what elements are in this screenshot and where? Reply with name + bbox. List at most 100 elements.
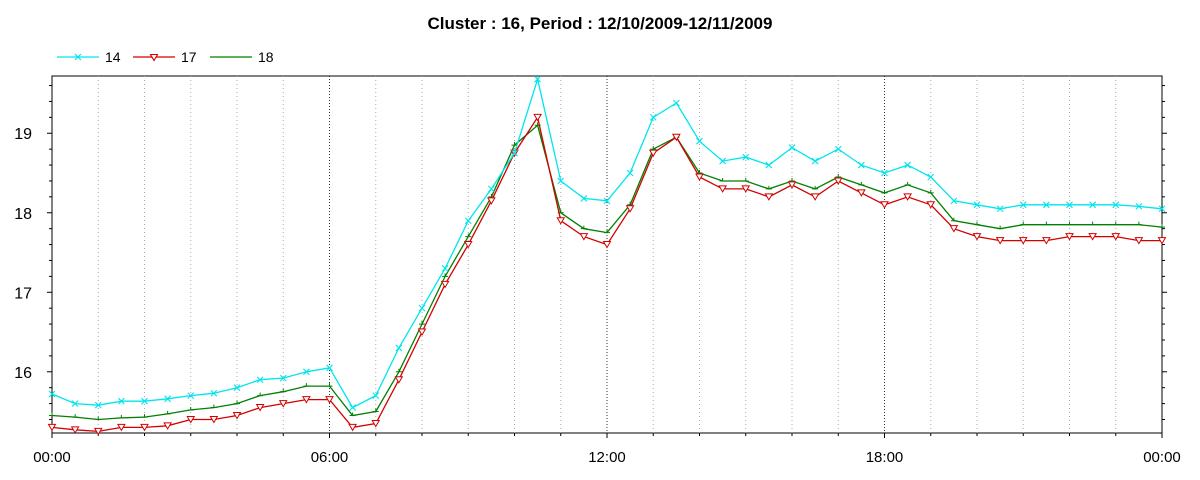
data-point-18 xyxy=(395,368,402,373)
data-point-18 xyxy=(974,221,980,226)
data-point-17 xyxy=(325,396,334,404)
data-point-18 xyxy=(881,189,888,194)
data-point-14 xyxy=(1042,201,1050,209)
data-point-17 xyxy=(209,415,219,424)
y-tick-label: 17 xyxy=(14,285,32,302)
data-point-14 xyxy=(904,161,912,169)
data-point-17 xyxy=(70,426,80,434)
data-point-17 xyxy=(186,415,196,424)
y-tick-label: 18 xyxy=(14,206,32,223)
data-point-14 xyxy=(719,157,727,165)
data-point-17 xyxy=(371,419,381,428)
data-point-17 xyxy=(718,185,727,193)
data-point-14 xyxy=(279,374,287,382)
data-point-14 xyxy=(511,149,518,157)
data-point-18 xyxy=(650,146,657,150)
data-point-17 xyxy=(695,173,704,181)
data-point-17 xyxy=(1065,233,1074,241)
data-point-18 xyxy=(49,412,55,417)
data-point-14 xyxy=(71,400,79,407)
data-point-17 xyxy=(602,241,612,249)
data-point-14 xyxy=(1112,201,1120,209)
data-point-17 xyxy=(487,197,496,205)
data-point-14 xyxy=(117,397,125,405)
data-point-17 xyxy=(117,423,126,432)
data-point-17 xyxy=(93,427,103,436)
data-point-17 xyxy=(579,233,589,241)
legend-marker-17 xyxy=(133,53,175,62)
data-point-14 xyxy=(580,195,588,202)
x-tick-label: 12:00 xyxy=(588,449,626,466)
data-point-18 xyxy=(1159,224,1165,228)
data-point-14 xyxy=(141,397,148,405)
y-axis: 16 17 18 19 xyxy=(14,85,1167,420)
data-point-14 xyxy=(672,99,680,107)
data-point-18 xyxy=(765,185,772,190)
data-point-18 xyxy=(950,217,957,222)
data-point-18 xyxy=(257,392,264,397)
data-point-17 xyxy=(463,241,473,249)
data-point-18 xyxy=(118,414,125,419)
x-axis: 00:00 06:00 12:00 18:00 00:00 xyxy=(33,433,1181,466)
data-point-17 xyxy=(394,376,404,384)
data-point-18 xyxy=(835,173,842,178)
data-point-17 xyxy=(833,177,843,185)
data-point-18 xyxy=(904,181,911,186)
data-point-18 xyxy=(1135,221,1142,226)
data-point-17 xyxy=(625,205,635,213)
data-point-18 xyxy=(927,189,934,194)
x-tick-label: 18:00 xyxy=(866,449,904,466)
data-point-17 xyxy=(302,396,311,404)
data-point-14 xyxy=(94,401,102,409)
data-point-14 xyxy=(950,197,958,205)
data-point-17 xyxy=(787,181,797,189)
x-tick-label: 00:00 xyxy=(1143,449,1181,466)
data-point-17 xyxy=(417,328,427,337)
series-layer xyxy=(47,75,1167,436)
data-point-17 xyxy=(764,193,774,201)
data-point-18 xyxy=(580,225,587,230)
data-point-18 xyxy=(812,185,819,190)
data-point-17 xyxy=(949,225,959,233)
data-point-18 xyxy=(1066,221,1073,226)
data-point-18 xyxy=(234,400,240,405)
data-point-18 xyxy=(164,410,171,415)
data-point-14 xyxy=(626,169,634,177)
data-point-17 xyxy=(1157,237,1167,245)
data-point-17 xyxy=(926,201,936,209)
data-point-14 xyxy=(372,392,380,400)
data-point-14 xyxy=(164,395,172,403)
data-point-18 xyxy=(187,406,194,411)
data-point-18 xyxy=(1020,221,1027,226)
data-point-17 xyxy=(1042,237,1051,245)
data-point-14 xyxy=(765,161,773,169)
data-point-18 xyxy=(349,412,356,417)
data-point-14 xyxy=(696,137,703,145)
data-point-18 xyxy=(465,233,472,238)
data-point-14 xyxy=(534,75,542,83)
data-point-14 xyxy=(1158,205,1166,213)
data-point-18 xyxy=(442,273,449,277)
data-point-14 xyxy=(603,197,611,205)
legend-label-14: 14 xyxy=(105,49,121,65)
data-point-18 xyxy=(326,383,333,387)
data-point-17 xyxy=(556,217,566,225)
data-point-14 xyxy=(395,344,403,352)
data-point-18 xyxy=(210,404,217,409)
data-point-17 xyxy=(1134,237,1144,245)
data-point-14 xyxy=(441,265,449,272)
data-point-14 xyxy=(349,404,357,411)
data-point-18 xyxy=(719,177,726,182)
data-point-18 xyxy=(742,177,749,182)
legend-label-17: 17 xyxy=(181,49,197,65)
data-point-17 xyxy=(972,233,982,241)
data-point-17 xyxy=(533,113,542,122)
data-point-14 xyxy=(1089,201,1097,209)
legend-marker-18 xyxy=(210,56,252,58)
data-point-14 xyxy=(1135,203,1143,210)
data-point-14 xyxy=(881,169,888,177)
data-point-14 xyxy=(649,113,657,121)
chart-title: Cluster : 16, Period : 12/10/2009-12/11/… xyxy=(427,14,773,33)
data-point-14 xyxy=(464,217,472,225)
